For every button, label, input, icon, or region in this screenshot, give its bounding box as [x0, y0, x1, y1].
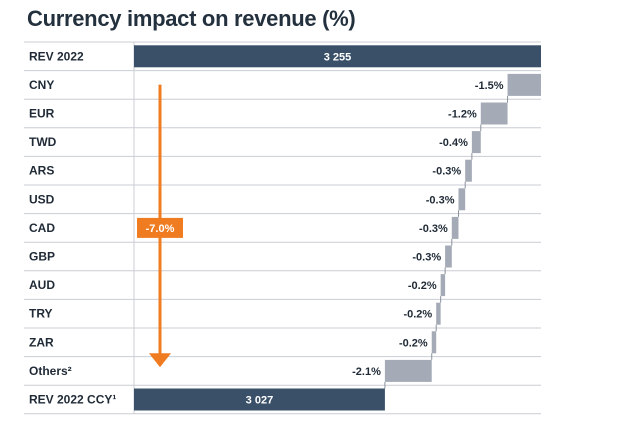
step-value-label: -0.3%	[432, 166, 461, 178]
step-value-label: -0.2%	[408, 280, 437, 292]
row-label: TRY	[29, 307, 53, 321]
step-value-label: -0.2%	[403, 309, 432, 321]
step-value-label: -1.5%	[475, 80, 504, 92]
step-value-label: -0.3%	[419, 223, 448, 235]
row-label: CNY	[29, 78, 54, 92]
step-value-label: -0.4%	[439, 137, 468, 149]
step-bar	[458, 188, 466, 211]
step-bar	[465, 159, 472, 182]
arrow-badge	[137, 217, 183, 238]
step-bar	[507, 73, 541, 96]
arrow-badge-label: -7.0%	[146, 223, 175, 235]
step-bar	[445, 245, 452, 268]
total-label-end: 3 027	[246, 395, 274, 407]
total-bar-start	[134, 45, 541, 68]
step-value-label: -2.1%	[352, 366, 381, 378]
bars-layer	[134, 45, 541, 411]
step-bar	[480, 102, 508, 125]
step-bar	[431, 331, 437, 354]
arrow-layer: -7.0%	[137, 84, 183, 368]
row-label: REV 2022 CCY¹	[29, 393, 116, 407]
grid-layer	[24, 41, 541, 415]
step-value-label: -0.3%	[426, 194, 455, 206]
step-bar	[384, 359, 432, 382]
step-value-label: -0.3%	[412, 252, 441, 264]
row-label: GBP	[29, 250, 55, 264]
row-label: EUR	[29, 107, 55, 121]
row-label: ARS	[29, 164, 54, 178]
step-value-label: -0.2%	[399, 337, 428, 349]
step-bar	[436, 302, 441, 325]
step-value-label: -1.2%	[448, 109, 477, 121]
row-label: TWD	[29, 135, 57, 149]
step-bar	[471, 131, 481, 154]
total-bar-end	[134, 388, 385, 411]
row-label: CAD	[29, 221, 55, 235]
chart-title: Currency impact on revenue (%)	[27, 6, 356, 31]
step-bar	[440, 274, 446, 297]
row-label: ZAR	[29, 335, 54, 349]
row-label: REV 2022	[29, 49, 84, 63]
row-label: Others²	[29, 364, 72, 378]
labels-layer: REV 2022 CNY EUR TWD ARS USD CAD GBP AUD TRY ZAR Ot…	[29, 49, 504, 406]
total-label-start: 3 255	[324, 51, 352, 63]
step-bar	[451, 216, 459, 239]
row-label: AUD	[29, 278, 55, 292]
arrow-head	[149, 353, 171, 368]
row-label: USD	[29, 192, 55, 206]
